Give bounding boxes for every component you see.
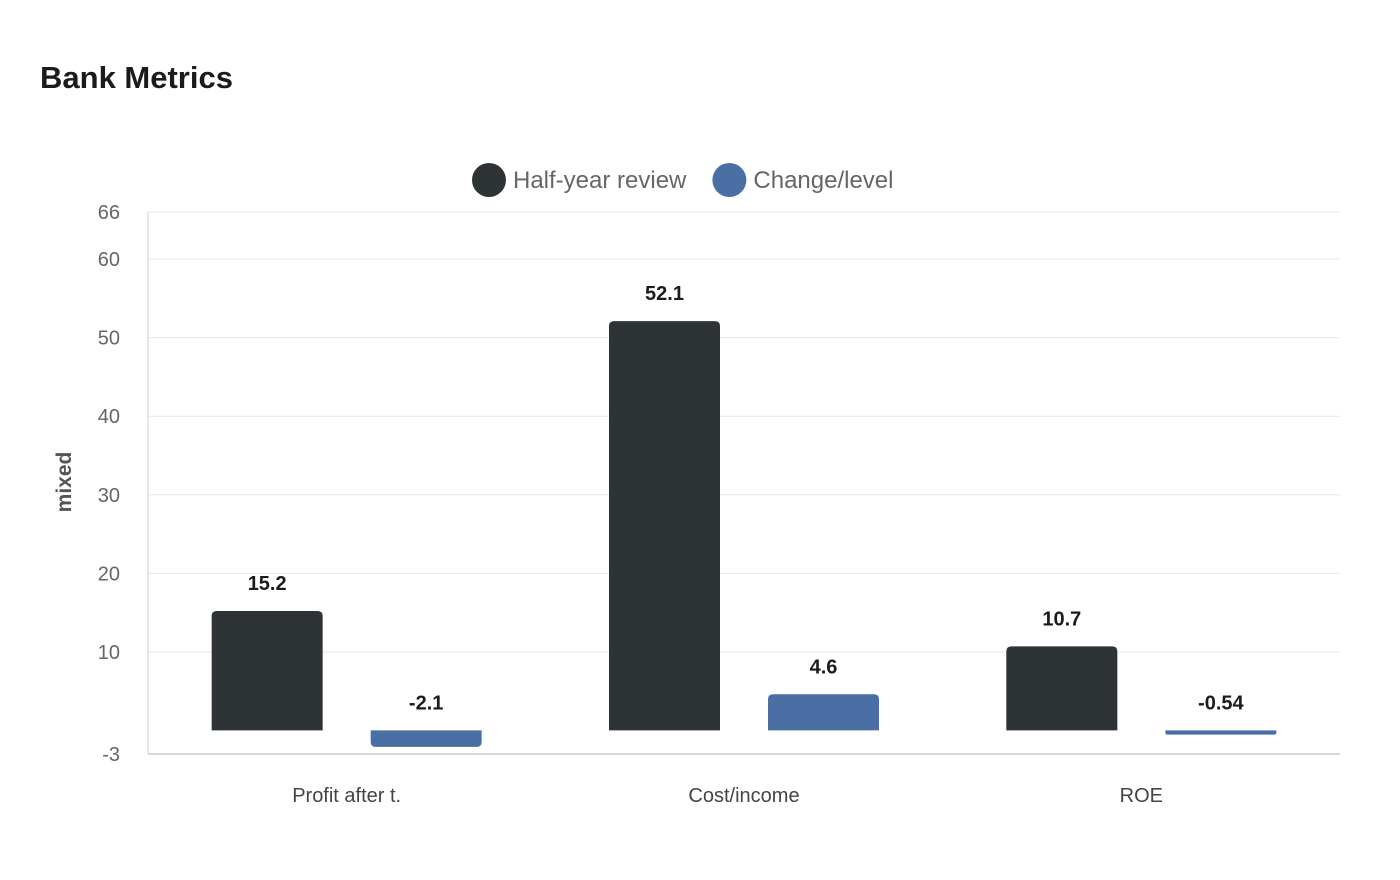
bar-half-year-review <box>609 321 720 731</box>
legend-marker <box>472 163 506 197</box>
y-tick-label: 20 <box>98 563 120 585</box>
legend-label: Half-year review <box>513 167 687 194</box>
y-tick-label: 66 <box>98 202 120 224</box>
legend-marker <box>712 163 747 197</box>
x-tick-label: Profit after t. <box>292 785 401 807</box>
data-label: 4.6 <box>810 656 838 678</box>
chart-title: Bank Metrics <box>40 60 233 95</box>
bar-change-level <box>1165 730 1277 735</box>
data-label: 52.1 <box>645 283 684 305</box>
legend-label: Change/level <box>753 167 893 194</box>
y-axis-title: mixed <box>53 452 76 513</box>
y-tick-label: 60 <box>98 249 120 271</box>
data-label: -0.54 <box>1198 692 1244 714</box>
data-label: 15.2 <box>248 573 287 595</box>
bar-half-year-review <box>1006 646 1118 731</box>
y-tick-label: 50 <box>98 328 120 350</box>
bar-half-year-review <box>211 611 323 731</box>
x-tick-label: ROE <box>1120 785 1163 807</box>
bar-change-level <box>768 694 879 731</box>
y-tick-label: 40 <box>98 406 120 428</box>
x-tick-label: Cost/income <box>688 785 799 807</box>
y-tick-label: 10 <box>98 642 120 664</box>
data-label: -2.1 <box>409 692 443 714</box>
bar-change-level <box>370 730 482 747</box>
y-tick-label: 30 <box>98 485 120 507</box>
data-label: 10.7 <box>1042 608 1081 630</box>
y-tick-label: -3 <box>102 744 120 766</box>
